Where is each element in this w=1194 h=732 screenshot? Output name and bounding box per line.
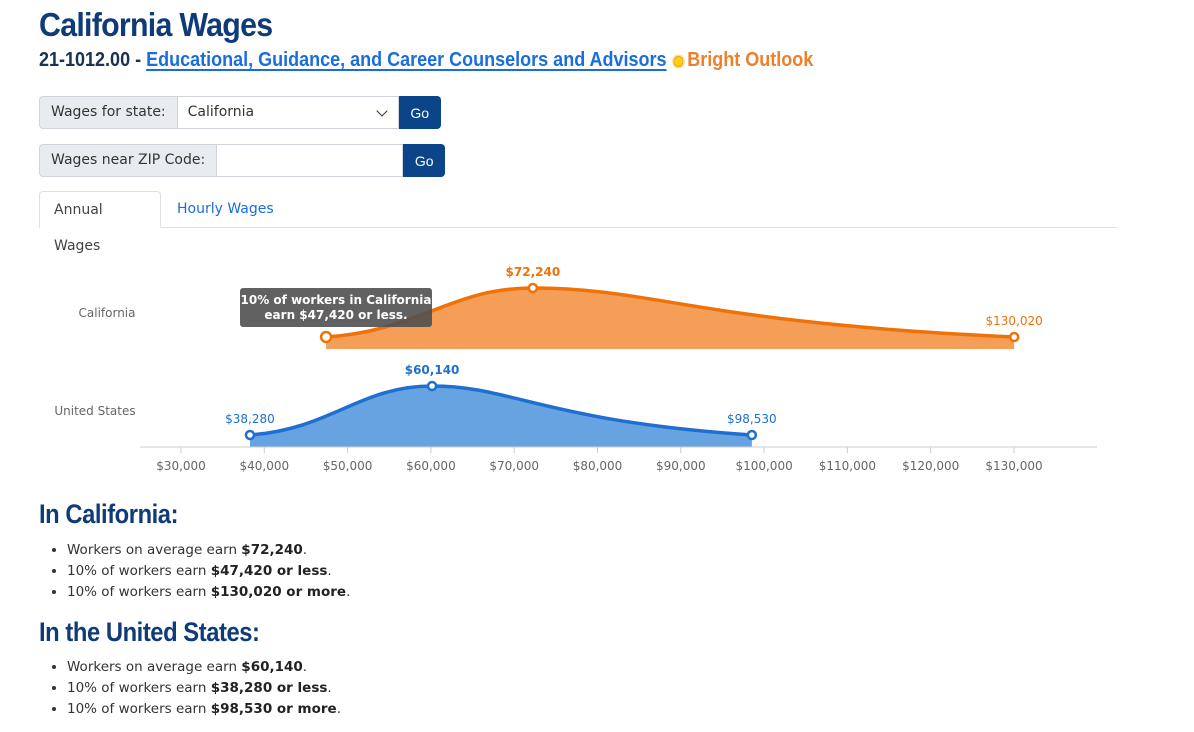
- x-tick-label: $40,000: [239, 459, 289, 473]
- x-tick-label: $90,000: [656, 459, 706, 473]
- fact-item: 10% of workers earn $98,530 or more.: [67, 699, 341, 720]
- median-point-marker: [426, 380, 438, 392]
- page-title: California Wages: [39, 6, 273, 43]
- median-point-marker: [527, 282, 539, 294]
- occupation-link[interactable]: Educational, Guidance, and Career Counse…: [146, 49, 667, 71]
- section-title-united-states: In the United States:: [39, 617, 260, 647]
- wage-tabs: Annual Wages Hourly Wages: [39, 191, 1117, 254]
- section-title-california: In California:: [39, 499, 179, 529]
- high-point-marker: [746, 429, 758, 441]
- state-select-value: California: [187, 104, 255, 120]
- zip-go-button[interactable]: Go: [403, 144, 446, 177]
- row-label-california: California: [79, 306, 136, 320]
- sun-icon: [673, 56, 684, 67]
- x-tick-label: $130,000: [985, 459, 1042, 473]
- median-point-label: $72,240: [506, 265, 561, 279]
- occupation-code: 21-1012.00 -: [39, 49, 147, 71]
- occupation-subtitle: 21-1012.00 - Educational, Guidance, and …: [39, 49, 813, 72]
- x-tick-label: $50,000: [323, 459, 373, 473]
- x-tick-label: $110,000: [819, 459, 876, 473]
- low-point-label: $38,280: [225, 412, 275, 426]
- series-area-1: [249, 386, 752, 447]
- fact-item: Workers on average earn $72,240.: [67, 540, 350, 561]
- zip-form: Wages near ZIP Code: Go: [39, 144, 446, 177]
- low-point-marker: [244, 429, 256, 441]
- fact-item: 10% of workers earn $47,420 or less.: [67, 561, 350, 582]
- fact-item: Workers on average earn $60,140.: [67, 657, 341, 678]
- state-label: Wages for state:: [39, 96, 177, 129]
- x-tick-label: $120,000: [902, 459, 959, 473]
- high-point-label: $130,020: [986, 314, 1043, 328]
- united-states-facts: Workers on average earn $60,140. 10% of …: [48, 657, 341, 720]
- california-facts: Workers on average earn $72,240. 10% of …: [48, 540, 350, 603]
- series-area-0: [326, 288, 1015, 349]
- tooltip-line-2: earn $47,420 or less.: [264, 308, 408, 322]
- tab-annual-wages[interactable]: Annual Wages: [39, 191, 161, 254]
- x-tick-label: $30,000: [156, 459, 206, 473]
- state-form: Wages for state: California Go: [39, 96, 441, 129]
- high-point-label: $98,530: [727, 412, 777, 426]
- bright-outlook-badge[interactable]: Bright Outlook: [687, 49, 814, 71]
- zip-input[interactable]: [216, 144, 404, 177]
- x-tick-label: $100,000: [735, 459, 792, 473]
- x-tick-label: $60,000: [406, 459, 456, 473]
- tab-hourly-wages[interactable]: Hourly Wages: [177, 201, 274, 217]
- chevron-down-icon: [375, 105, 388, 117]
- x-tick-label: $80,000: [573, 459, 623, 473]
- zip-label: Wages near ZIP Code:: [39, 144, 217, 177]
- median-point-label: $60,140: [405, 363, 460, 377]
- x-tick-label: $70,000: [489, 459, 539, 473]
- chart-tooltip: 10% of workers in California earn $47,42…: [240, 288, 432, 327]
- high-point-marker: [1008, 331, 1020, 343]
- tooltip-line-1: 10% of workers in California: [240, 293, 432, 307]
- series-line-1: [249, 384, 752, 437]
- fact-item: 10% of workers earn $38,280 or less.: [67, 678, 341, 699]
- state-go-button[interactable]: Go: [398, 96, 441, 129]
- state-select[interactable]: California: [176, 96, 399, 129]
- row-label-united-states: United States: [54, 404, 135, 418]
- low-point-marker: [319, 330, 333, 344]
- wage-chart: California United States $72,240 $130,020…: [54, 265, 1097, 473]
- fact-item: 10% of workers earn $130,020 or more.: [67, 582, 350, 603]
